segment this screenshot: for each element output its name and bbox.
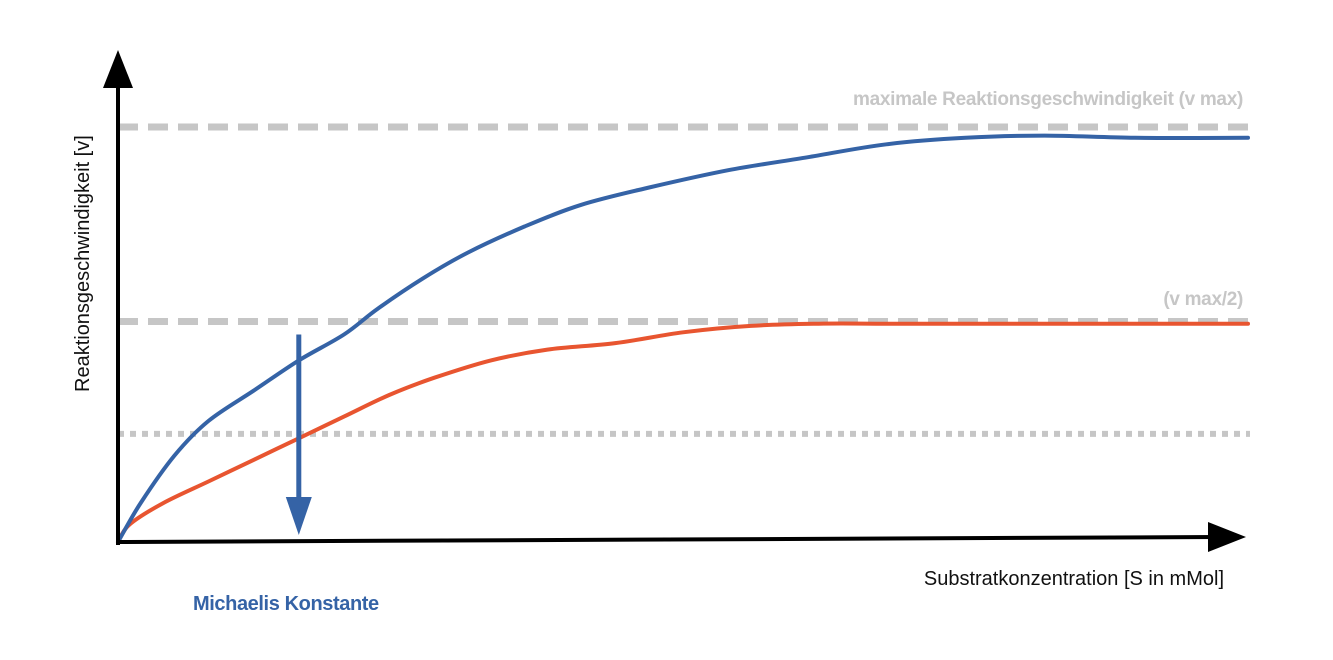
michaelis-constant-label: Michaelis Konstante — [193, 593, 379, 615]
x-axis-arrowhead — [1208, 522, 1246, 552]
series-group — [116, 133, 1250, 544]
y-axis-arrowhead — [103, 50, 133, 88]
x-axis-line — [115, 535, 1219, 544]
michaelis-arrowhead — [285, 497, 312, 535]
michaelis-arrow-group — [285, 334, 312, 535]
vmax-label: maximale Reaktionsgeschwindigkeit (v max… — [853, 89, 1243, 110]
x-axis-label: Substratkonzentration [S in mMol] — [924, 568, 1224, 590]
vmax-half-label: (v max/2) — [1163, 289, 1243, 310]
series-line-red — [116, 321, 1250, 544]
axes — [103, 50, 1246, 552]
series-line-blue — [116, 133, 1250, 544]
reference-lines — [118, 123, 1250, 437]
y-axis-label: Reaktionsgeschwindigkeit [v] — [72, 135, 94, 392]
